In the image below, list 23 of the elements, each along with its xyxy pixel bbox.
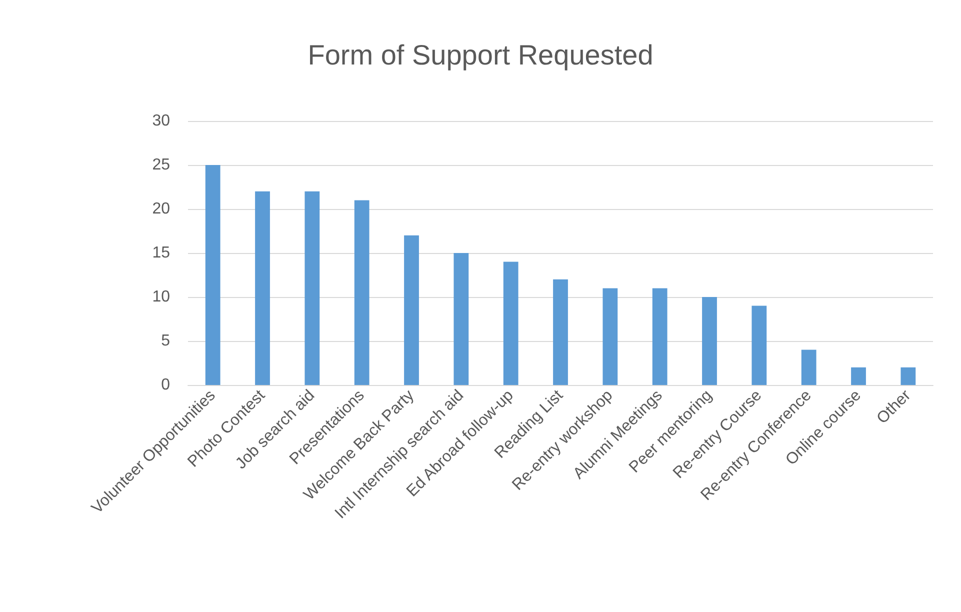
bar [851, 367, 866, 385]
bar [304, 191, 320, 385]
bar [454, 253, 469, 385]
bar [503, 262, 518, 385]
bar [404, 235, 419, 385]
bar [900, 367, 916, 385]
chart-title: Form of Support Requested [308, 40, 654, 70]
y-tick-label: 0 [161, 376, 170, 394]
bar [752, 306, 767, 385]
y-tick-label: 20 [152, 200, 170, 218]
bar [255, 191, 270, 385]
bar [801, 350, 816, 385]
bar [354, 200, 370, 385]
y-tick-label: 10 [152, 288, 170, 306]
bar [553, 279, 568, 385]
bar [205, 165, 220, 385]
bar [702, 297, 717, 385]
bar [652, 288, 668, 385]
y-tick-label: 25 [152, 156, 170, 174]
bar [602, 288, 618, 385]
y-tick-label: 5 [161, 332, 170, 350]
y-tick-label: 15 [152, 244, 170, 262]
y-tick-label: 30 [152, 112, 170, 130]
